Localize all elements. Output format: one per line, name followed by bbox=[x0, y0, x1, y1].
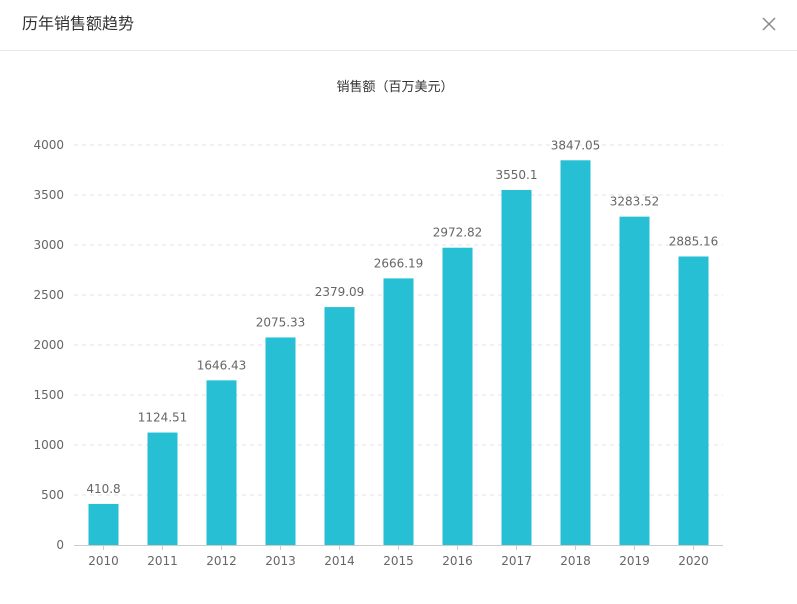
bar bbox=[324, 307, 355, 545]
data-label: 410.8 bbox=[86, 482, 120, 496]
bar-chart: 销售额（百万美元） 0 500 1000 1500 2000 2500 3000 3500 40… bbox=[33, 79, 723, 568]
data-label: 2666.19 bbox=[374, 256, 424, 270]
bar bbox=[383, 278, 414, 545]
x-tick-label: 2014 bbox=[324, 554, 355, 568]
data-label: 3283.52 bbox=[610, 195, 660, 209]
y-tick-label: 3500 bbox=[33, 188, 64, 202]
bar bbox=[206, 380, 237, 545]
data-labels: 410.8 1124.51 1646.43 2075.33 2379.09 2666.19… bbox=[86, 138, 718, 496]
y-tick-label: 1500 bbox=[33, 388, 64, 402]
bar bbox=[678, 256, 709, 545]
x-tick-label: 2018 bbox=[560, 554, 591, 568]
data-label: 1646.43 bbox=[197, 358, 247, 372]
y-tick-label: 4000 bbox=[33, 138, 64, 152]
bar bbox=[560, 160, 591, 546]
data-label: 2075.33 bbox=[256, 315, 306, 329]
chart-area: 销售额（百万美元） 0 500 1000 1500 2000 2500 3000 3500 40… bbox=[0, 52, 797, 604]
y-tick-label: 3000 bbox=[33, 238, 64, 252]
data-label: 3550.1 bbox=[496, 168, 538, 182]
y-tick-label: 0 bbox=[56, 538, 64, 552]
x-tick-label: 2019 bbox=[619, 554, 650, 568]
x-tick-label: 2015 bbox=[383, 554, 414, 568]
x-tick-label: 2010 bbox=[88, 554, 119, 568]
bar bbox=[442, 247, 473, 545]
bar bbox=[501, 189, 532, 546]
bar bbox=[265, 337, 296, 545]
y-tick-label: 2500 bbox=[33, 288, 64, 302]
bar bbox=[88, 503, 119, 545]
x-tick-label: 2013 bbox=[265, 554, 296, 568]
bars bbox=[88, 160, 709, 546]
y-tick-label: 2000 bbox=[33, 338, 64, 352]
x-tick-label: 2020 bbox=[678, 554, 709, 568]
data-label: 2885.16 bbox=[669, 234, 719, 248]
close-button[interactable] bbox=[759, 14, 779, 34]
chart-title: 销售额（百万美元） bbox=[336, 79, 453, 95]
x-tick-label: 2017 bbox=[501, 554, 532, 568]
y-axis: 0 500 1000 1500 2000 2500 3000 3500 4000 bbox=[33, 138, 64, 552]
data-label: 2379.09 bbox=[315, 285, 365, 299]
close-icon bbox=[762, 17, 776, 31]
x-tick-label: 2012 bbox=[206, 554, 237, 568]
bar bbox=[147, 432, 178, 545]
y-tick-label: 500 bbox=[41, 488, 64, 502]
x-tick-label: 2016 bbox=[442, 554, 473, 568]
data-label: 1124.51 bbox=[138, 411, 188, 425]
dialog-header: 历年销售额趋势 bbox=[0, 0, 797, 51]
x-axis: 2010 2011 2012 2013 2014 2015 2016 2017 2018 2019… bbox=[74, 545, 723, 568]
data-label: 3847.05 bbox=[551, 138, 601, 152]
y-tick-label: 1000 bbox=[33, 438, 64, 452]
bar bbox=[619, 216, 650, 545]
x-tick-label: 2011 bbox=[147, 554, 178, 568]
dialog-title: 历年销售额趋势 bbox=[22, 14, 135, 33]
data-label: 2972.82 bbox=[433, 226, 483, 240]
